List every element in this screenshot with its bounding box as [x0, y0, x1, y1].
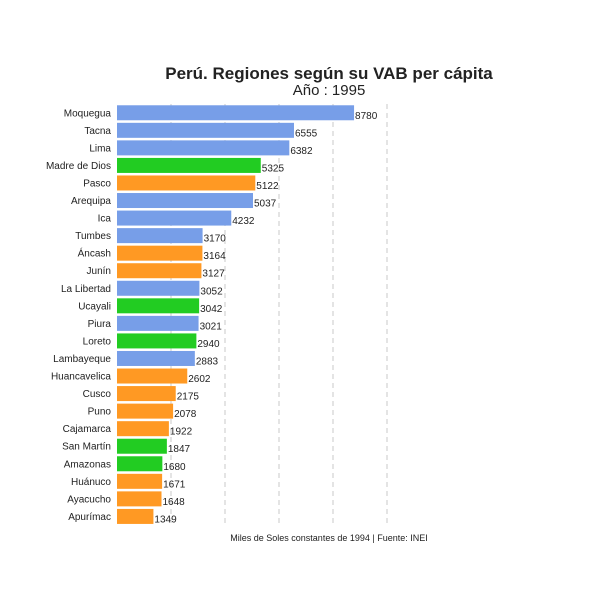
chart-caption: Miles de Soles constantes de 1994 | Fuen… [230, 533, 427, 543]
category-label: Tumbes [75, 231, 111, 242]
category-label: Amazonas [64, 459, 111, 470]
value-label: 6382 [290, 146, 313, 157]
bar [117, 193, 253, 209]
bar [117, 473, 163, 489]
value-label: 1648 [162, 497, 185, 508]
category-label: Tacna [84, 126, 111, 137]
category-label: Cajamarca [63, 424, 112, 435]
value-label: 2175 [177, 392, 200, 403]
value-label: 5325 [262, 163, 285, 174]
category-label: Lima [89, 143, 111, 154]
bar [117, 403, 174, 419]
bar [117, 245, 203, 261]
category-label: Lambayeque [53, 354, 111, 365]
category-label: Puno [88, 407, 112, 418]
gridlines [170, 104, 388, 526]
category-label: Junín [87, 266, 111, 277]
category-label: Ucayali [78, 301, 111, 312]
category-label: Piura [88, 319, 112, 330]
bar [117, 508, 154, 524]
category-label: Apurímac [68, 512, 111, 523]
category-label: Huancavelica [51, 372, 111, 383]
bar [117, 228, 203, 244]
bar [117, 210, 232, 226]
value-label: 1680 [163, 462, 186, 473]
value-label: 8780 [355, 111, 378, 122]
bar [117, 280, 200, 296]
category-label: Moquegua [64, 108, 112, 119]
value-label: 2602 [188, 374, 211, 385]
bar [117, 298, 200, 314]
bar [117, 438, 167, 454]
value-label: 6555 [295, 128, 318, 139]
value-label: 3127 [202, 269, 225, 280]
value-label: 3170 [204, 234, 227, 245]
category-label: San Martín [62, 442, 111, 453]
bar [117, 350, 195, 366]
value-label: 5122 [256, 181, 279, 192]
category-label: Loreto [83, 336, 112, 347]
value-label: 3052 [200, 286, 223, 297]
bar [117, 456, 163, 472]
bar [117, 315, 199, 331]
bar [117, 140, 290, 156]
value-label: 3164 [203, 251, 226, 262]
bar [117, 386, 176, 402]
bar [117, 105, 355, 121]
value-label: 2078 [174, 409, 197, 420]
bar [117, 491, 162, 507]
value-label: 3042 [200, 304, 223, 315]
value-label: 3021 [200, 321, 223, 332]
category-label: Arequipa [71, 196, 111, 207]
category-label: Cusco [83, 389, 112, 400]
category-label: Huánuco [71, 477, 111, 488]
chart-subtitle: Año : 1995 [293, 82, 366, 99]
bar [117, 122, 294, 138]
value-label: 1847 [168, 444, 191, 455]
bars [117, 105, 355, 524]
value-label: 1671 [163, 479, 186, 490]
bar [117, 157, 261, 173]
bar [117, 175, 256, 191]
bar [117, 263, 202, 279]
bar [117, 368, 188, 384]
labels: Moquegua 8780 Tacna 6555 Lima 6382 Madre de Di… [46, 108, 378, 525]
bar [117, 333, 197, 349]
value-label: 1922 [170, 427, 193, 438]
value-label: 1349 [154, 514, 177, 525]
category-label: Pasco [83, 178, 111, 189]
category-label: La Libertad [61, 284, 111, 295]
value-label: 2940 [197, 339, 220, 350]
value-label: 4232 [232, 216, 255, 227]
chart-title: Perú. Regiones según su VAB per cápita [165, 64, 493, 83]
bar [117, 421, 169, 437]
category-label: Áncash [78, 247, 111, 260]
value-label: 2883 [196, 356, 219, 367]
value-label: 5037 [254, 199, 277, 210]
category-label: Madre de Dios [46, 161, 111, 172]
category-label: Ica [98, 214, 112, 225]
category-label: Ayacucho [67, 494, 111, 505]
